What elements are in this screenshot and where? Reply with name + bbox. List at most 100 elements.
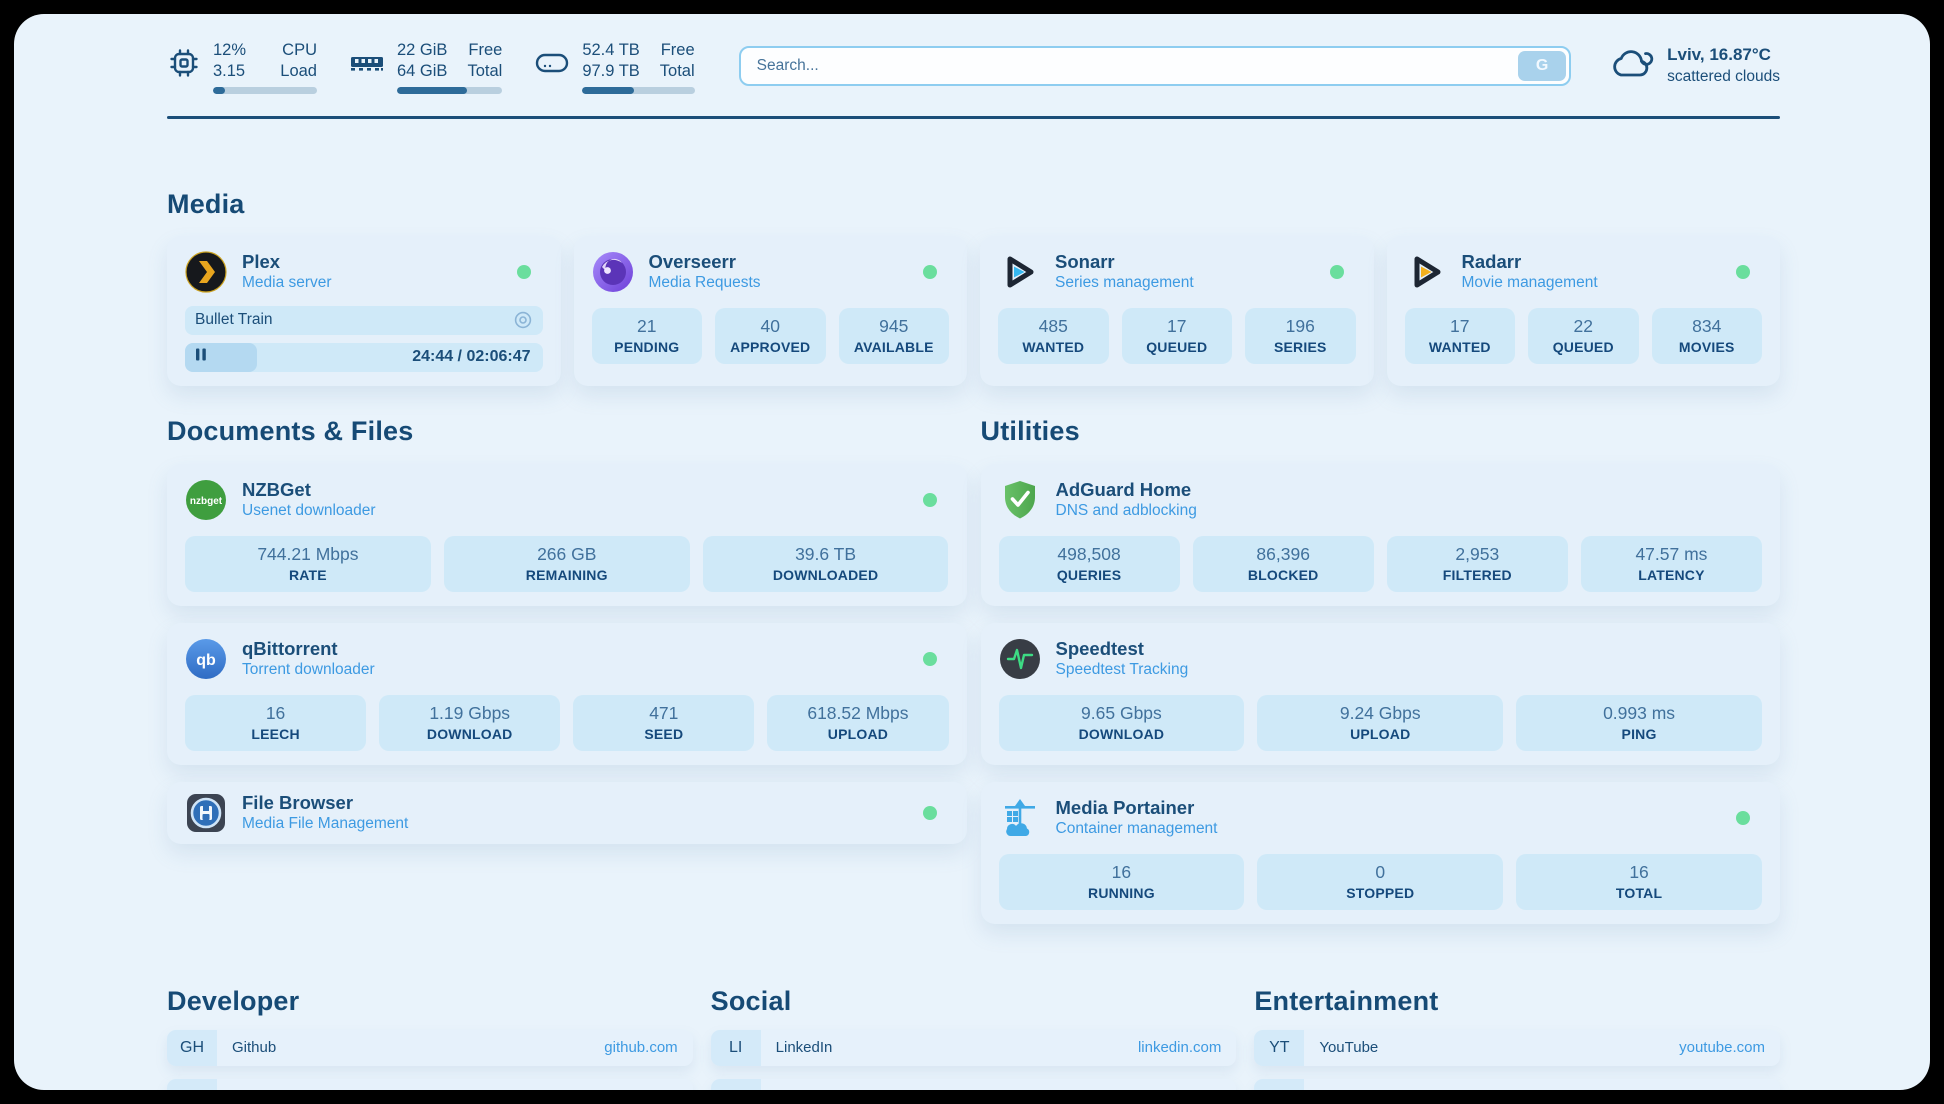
link-abbr: SO	[167, 1078, 217, 1090]
stat-latency: 47.57 ms LATENCY	[1580, 535, 1762, 592]
section-title-documents: Documents & Files	[167, 415, 414, 446]
google-search-button[interactable]: G	[1518, 51, 1567, 81]
disk-total-label: Total	[659, 62, 695, 80]
card-media-portainer[interactable]: Media Portainer Container management 16 …	[980, 781, 1780, 924]
playback-progress-fill	[185, 342, 257, 372]
resource-monitors: 12% 3.15 CPU Load	[167, 40, 695, 94]
card-file-browser[interactable]: File Browser Media File Management	[167, 781, 967, 844]
link-url: twitter.com	[1150, 1088, 1222, 1090]
svg-text:qb: qb	[196, 652, 216, 669]
search-input[interactable]	[738, 46, 1572, 86]
link-stackoverflow[interactable]: SO StackOverflow stackoverflow.com	[167, 1078, 693, 1090]
playback-progress-bar: 24:44 / 02:06:47	[185, 342, 543, 372]
card-nzbget[interactable]: nzbget NZBGet Usenet downloader 74	[167, 463, 967, 606]
link-url: stackoverflow.com	[555, 1088, 678, 1090]
link-linkedin[interactable]: LI LinkedIn linkedin.com	[710, 1029, 1237, 1066]
ram-monitor: 22 GiB 64 GiB Free Total	[349, 40, 503, 94]
ram-icon	[349, 46, 385, 85]
stat-movies: 834 MOVIES	[1651, 307, 1762, 364]
status-dot	[922, 651, 937, 666]
link-url: linkedin.com	[1137, 1039, 1222, 1056]
app-title: Media Portainer	[1055, 796, 1195, 818]
stat-wanted: 17 WANTED	[1404, 307, 1515, 364]
stat-remaining: 266 GB REMAINING	[443, 535, 690, 592]
stat-download: 9.65 Gbps DOWNLOAD	[998, 694, 1245, 751]
link-url: github.com	[604, 1039, 678, 1056]
link-url: youtube.com	[1679, 1039, 1765, 1056]
disk-progress-track	[582, 87, 695, 94]
card-radarr[interactable]: Radarr Movie management 17 WANTED 22 QUE…	[1386, 235, 1780, 386]
card-speedtest[interactable]: Speedtest Speedtest Tracking 9.65 Gbps D…	[980, 622, 1780, 765]
pause-icon[interactable]	[195, 348, 207, 366]
app-title: NZBGet	[242, 478, 311, 500]
stat-total: 16 TOTAL	[1516, 853, 1762, 910]
link-label: YouTube	[1319, 1039, 1379, 1056]
ram-total-value: 64 GiB	[397, 62, 448, 80]
link-abbr: LI	[710, 1029, 761, 1066]
ram-progress-track	[397, 87, 503, 94]
cloud-icon	[1609, 45, 1655, 88]
stat-upload: 618.52 Mbps UPLOAD	[767, 694, 949, 751]
app-title: Speedtest	[1055, 637, 1144, 659]
stat-queued: 17 QUEUED	[1121, 307, 1232, 364]
link-youtube[interactable]: YT YouTube youtube.com	[1254, 1029, 1780, 1066]
link-label: LinkedIn	[775, 1039, 833, 1056]
status-dot	[1736, 810, 1750, 825]
link-url: netflix.com	[1693, 1088, 1765, 1090]
stat-rate: 744.21 Mbps RATE	[185, 535, 431, 592]
app-title: AdGuard Home	[1055, 478, 1192, 500]
stat-stopped: 0 STOPPED	[1257, 853, 1504, 910]
app-subtitle: Media File Management	[242, 814, 409, 832]
link-twitter[interactable]: TW Twitter twitter.com	[710, 1078, 1237, 1090]
link-abbr: GH	[167, 1029, 217, 1066]
radarr-icon	[1405, 251, 1447, 293]
cpu-usage-value: 12%	[213, 41, 247, 59]
top-bar: 12% 3.15 CPU Load	[167, 14, 1780, 94]
link-label: StackOverflow	[232, 1088, 329, 1090]
session-view-icon[interactable]	[513, 310, 533, 330]
cpu-progress-track	[213, 87, 317, 94]
cpu-load-value: 3.15	[213, 62, 246, 80]
app-subtitle: Usenet downloader	[242, 501, 376, 519]
links-social: Social LI LinkedIn linkedin.com TW Twitt…	[710, 985, 1237, 1090]
cpu-icon	[167, 46, 201, 85]
status-dot	[1736, 264, 1750, 279]
svg-text:nzbget: nzbget	[190, 496, 223, 507]
weather-condition: scattered clouds	[1667, 68, 1780, 85]
cpu-label: CPU	[282, 41, 317, 59]
app-subtitle: Container management	[1055, 819, 1218, 837]
file-browser-icon	[185, 792, 227, 834]
link-label: Github	[232, 1039, 277, 1056]
sonarr-icon	[998, 251, 1040, 293]
stat-pending: 21 PENDING	[591, 307, 702, 364]
plex-icon	[185, 250, 227, 293]
link-netflix[interactable]: NF Netflix netflix.com	[1254, 1078, 1780, 1090]
card-sonarr[interactable]: Sonarr Series management 485 WANTED 17 Q…	[980, 235, 1374, 386]
card-plex[interactable]: Plex Media server Bullet Train	[167, 235, 561, 386]
stat-leech: 16 LEECH	[185, 694, 367, 751]
link-abbr: NF	[1254, 1078, 1305, 1090]
ram-free-value: 22 GiB	[397, 41, 448, 59]
app-title: Plex	[242, 250, 281, 272]
overseerr-icon	[592, 251, 634, 293]
cpu-progress-fill	[213, 87, 226, 94]
link-github[interactable]: GH Github github.com	[167, 1029, 693, 1066]
card-overseerr[interactable]: Overseerr Media Requests 21 PENDING 40 A…	[573, 235, 967, 386]
section-title-utilities: Utilities	[980, 415, 1080, 446]
card-adguard-home[interactable]: AdGuard Home DNS and adblocking 498,508 …	[980, 463, 1780, 606]
section-title-social: Social	[710, 985, 792, 1016]
section-title-media: Media	[167, 188, 245, 219]
status-dot	[1329, 264, 1344, 279]
app-subtitle: Media server	[242, 273, 332, 291]
stat-seed: 471 SEED	[573, 694, 755, 751]
adguard-icon	[999, 479, 1041, 521]
portainer-icon	[999, 797, 1041, 839]
disk-total-value: 97.9 TB	[582, 62, 640, 80]
disk-progress-fill	[582, 87, 634, 94]
dashboard-panel: 12% 3.15 CPU Load	[14, 14, 1930, 1090]
cpu-monitor: 12% 3.15 CPU Load	[167, 40, 317, 94]
qbittorrent-icon: qb	[185, 638, 227, 680]
now-playing-title: Bullet Train	[195, 311, 273, 328]
card-qbittorrent[interactable]: qb qBittorrent Torrent downloader	[167, 622, 967, 765]
ram-total-label: Total	[467, 62, 503, 80]
